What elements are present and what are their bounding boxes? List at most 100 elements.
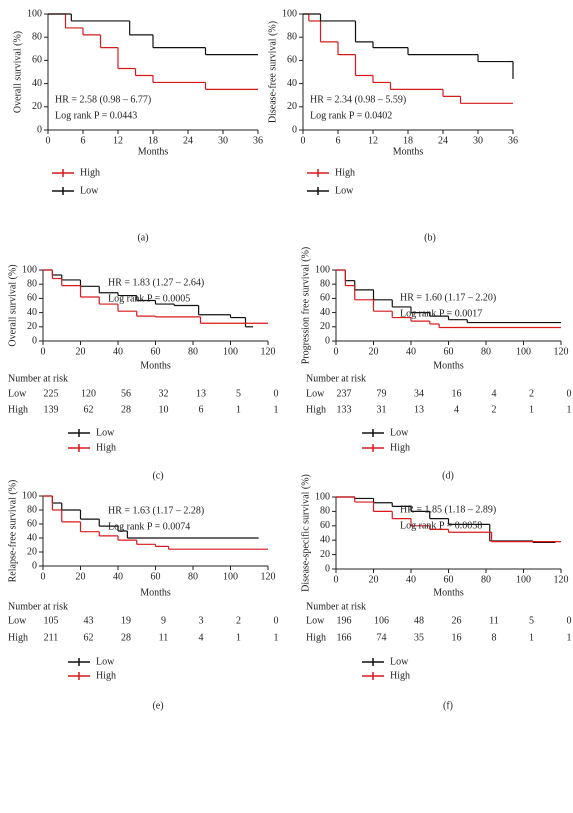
y-tick-label: 20 xyxy=(32,101,42,112)
risk-row-name: High xyxy=(8,632,28,643)
legend-label: High xyxy=(96,670,116,681)
legend-label: Low xyxy=(96,656,115,667)
x-tick-label: 30 xyxy=(473,135,483,146)
annotation: HR = 1.83 (1.27 – 2.64) xyxy=(108,277,204,288)
x-tick-label: 20 xyxy=(76,346,86,357)
x-tick-label: 24 xyxy=(438,135,448,146)
risk-count: 0 xyxy=(567,388,572,399)
y-axis-label: Overall survival (%) xyxy=(7,264,18,346)
risk-count: 4 xyxy=(492,388,497,399)
annotation: Log rank P = 0.0402 xyxy=(310,110,392,121)
risk-count: 4 xyxy=(454,404,459,415)
risk-row-name: Low xyxy=(8,388,27,399)
risk-count: 1 xyxy=(567,404,572,415)
x-axis-label: Months xyxy=(433,360,464,371)
x-axis-label: Months xyxy=(140,587,171,598)
x-tick-label: 40 xyxy=(406,574,416,585)
risk-count: 9 xyxy=(161,615,166,626)
risk-count: 35 xyxy=(414,632,424,643)
x-tick-label: 60 xyxy=(151,571,161,582)
x-tick-label: 100 xyxy=(223,346,238,357)
x-tick-label: 18 xyxy=(403,135,413,146)
risk-row-name: Low xyxy=(8,615,27,626)
risk-count: 28 xyxy=(121,632,131,643)
y-tick-label: 0 xyxy=(32,335,37,346)
y-tick-label: 100 xyxy=(282,8,297,19)
y-tick-label: 100 xyxy=(315,264,330,275)
x-tick-label: 80 xyxy=(188,571,198,582)
legend-label: High xyxy=(390,442,410,453)
risk-count: 1 xyxy=(529,404,534,415)
panel-label: (b) xyxy=(424,232,436,243)
risk-title: Number at risk xyxy=(8,601,68,612)
annotation: HR = 2.34 (0.98 – 5.59) xyxy=(310,94,406,105)
y-tick-label: 20 xyxy=(320,321,330,332)
x-tick-label: 40 xyxy=(113,346,123,357)
annotation: HR = 1.85 (1.18 – 2.89) xyxy=(400,504,496,515)
x-axis-label: Months xyxy=(138,146,169,157)
x-tick-label: 0 xyxy=(41,571,46,582)
y-tick-label: 80 xyxy=(27,278,37,289)
y-tick-label: 60 xyxy=(320,520,330,531)
risk-count: 48 xyxy=(414,615,424,626)
risk-count: 2 xyxy=(492,404,497,415)
risk-count: 13 xyxy=(414,404,424,415)
risk-count: 62 xyxy=(84,632,94,643)
x-tick-label: 120 xyxy=(554,346,569,357)
x-tick-label: 0 xyxy=(334,574,339,585)
x-tick-label: 24 xyxy=(183,135,193,146)
x-tick-label: 12 xyxy=(368,135,378,146)
risk-count: 19 xyxy=(121,615,131,626)
legend-label: Low xyxy=(80,185,99,196)
risk-count: 3 xyxy=(199,615,204,626)
risk-count: 56 xyxy=(121,388,131,399)
x-tick-label: 12 xyxy=(113,135,123,146)
x-tick-label: 0 xyxy=(334,346,339,357)
risk-count: 5 xyxy=(236,388,241,399)
risk-count: 0 xyxy=(274,388,279,399)
risk-count: 79 xyxy=(377,388,387,399)
risk-count: 16 xyxy=(452,632,462,643)
y-tick-label: 100 xyxy=(22,264,37,275)
legend-label: Low xyxy=(390,427,409,438)
risk-count: 166 xyxy=(337,632,352,643)
x-tick-label: 36 xyxy=(253,135,263,146)
x-tick-label: 60 xyxy=(444,346,454,357)
risk-count: 0 xyxy=(567,615,572,626)
risk-count: 26 xyxy=(452,615,462,626)
risk-row-name: Low xyxy=(306,388,325,399)
risk-count: 1 xyxy=(567,632,572,643)
y-tick-label: 80 xyxy=(320,278,330,289)
risk-count: 1 xyxy=(274,404,279,415)
risk-count: 225 xyxy=(44,388,59,399)
risk-count: 34 xyxy=(414,388,424,399)
y-tick-label: 0 xyxy=(37,124,42,135)
risk-count: 6 xyxy=(199,404,204,415)
y-axis-label: Progression free survival (%) xyxy=(300,247,311,364)
x-tick-label: 30 xyxy=(218,135,228,146)
x-tick-label: 120 xyxy=(261,571,276,582)
risk-row-name: High xyxy=(306,404,326,415)
risk-row-name: High xyxy=(8,404,28,415)
annotation: Log rank P = 0.0017 xyxy=(400,308,482,319)
x-tick-label: 100 xyxy=(223,571,238,582)
risk-count: 1 xyxy=(529,632,534,643)
panel-label: (a) xyxy=(137,232,148,243)
y-tick-label: 20 xyxy=(320,549,330,560)
risk-count: 13 xyxy=(196,388,206,399)
risk-count: 11 xyxy=(159,632,169,643)
risk-count: 105 xyxy=(44,615,59,626)
y-tick-label: 80 xyxy=(287,31,297,42)
panel-label: (f) xyxy=(443,700,453,711)
y-tick-label: 40 xyxy=(320,534,330,545)
x-tick-label: 120 xyxy=(554,574,569,585)
x-tick-label: 20 xyxy=(76,571,86,582)
y-tick-label: 20 xyxy=(27,546,37,557)
y-tick-label: 0 xyxy=(292,124,297,135)
y-tick-label: 60 xyxy=(287,55,297,66)
y-tick-label: 60 xyxy=(320,293,330,304)
x-tick-label: 0 xyxy=(41,346,46,357)
y-tick-label: 0 xyxy=(325,335,330,346)
x-tick-label: 100 xyxy=(516,574,531,585)
y-tick-label: 40 xyxy=(287,78,297,89)
